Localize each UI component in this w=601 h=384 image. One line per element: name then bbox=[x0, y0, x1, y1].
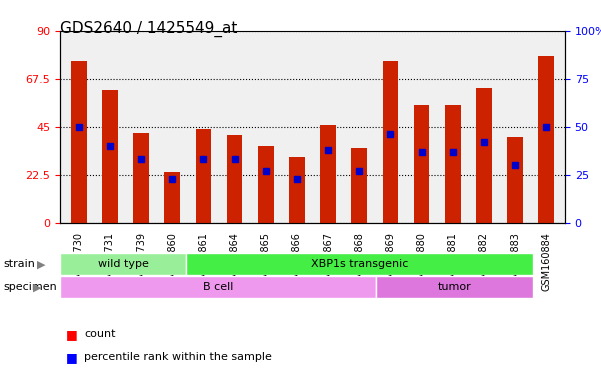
Bar bbox=[383, 61, 398, 223]
Text: B cell: B cell bbox=[203, 282, 233, 292]
Bar bbox=[71, 61, 87, 223]
Text: wild type: wild type bbox=[98, 259, 148, 269]
Bar bbox=[289, 157, 305, 223]
FancyBboxPatch shape bbox=[186, 253, 534, 275]
Bar bbox=[352, 148, 367, 223]
Bar bbox=[476, 88, 492, 223]
Bar bbox=[165, 172, 180, 223]
Text: ▶: ▶ bbox=[33, 282, 41, 292]
Text: ▶: ▶ bbox=[37, 259, 46, 269]
Bar bbox=[507, 137, 523, 223]
Bar bbox=[196, 129, 211, 223]
Text: tumor: tumor bbox=[438, 282, 471, 292]
FancyBboxPatch shape bbox=[376, 276, 534, 298]
Text: strain: strain bbox=[3, 259, 35, 269]
Bar bbox=[414, 105, 429, 223]
Bar bbox=[133, 133, 149, 223]
FancyBboxPatch shape bbox=[60, 253, 186, 275]
Bar bbox=[445, 105, 460, 223]
Text: specimen: specimen bbox=[3, 282, 56, 292]
Bar bbox=[538, 56, 554, 223]
Bar bbox=[102, 91, 118, 223]
Bar bbox=[258, 146, 273, 223]
Text: ■: ■ bbox=[66, 351, 78, 364]
Text: percentile rank within the sample: percentile rank within the sample bbox=[84, 352, 272, 362]
Text: GDS2640 / 1425549_at: GDS2640 / 1425549_at bbox=[60, 21, 237, 37]
FancyBboxPatch shape bbox=[60, 276, 376, 298]
Bar bbox=[320, 124, 336, 223]
Text: count: count bbox=[84, 329, 115, 339]
Bar bbox=[227, 135, 242, 223]
Text: ■: ■ bbox=[66, 328, 78, 341]
Text: XBP1s transgenic: XBP1s transgenic bbox=[311, 259, 409, 269]
